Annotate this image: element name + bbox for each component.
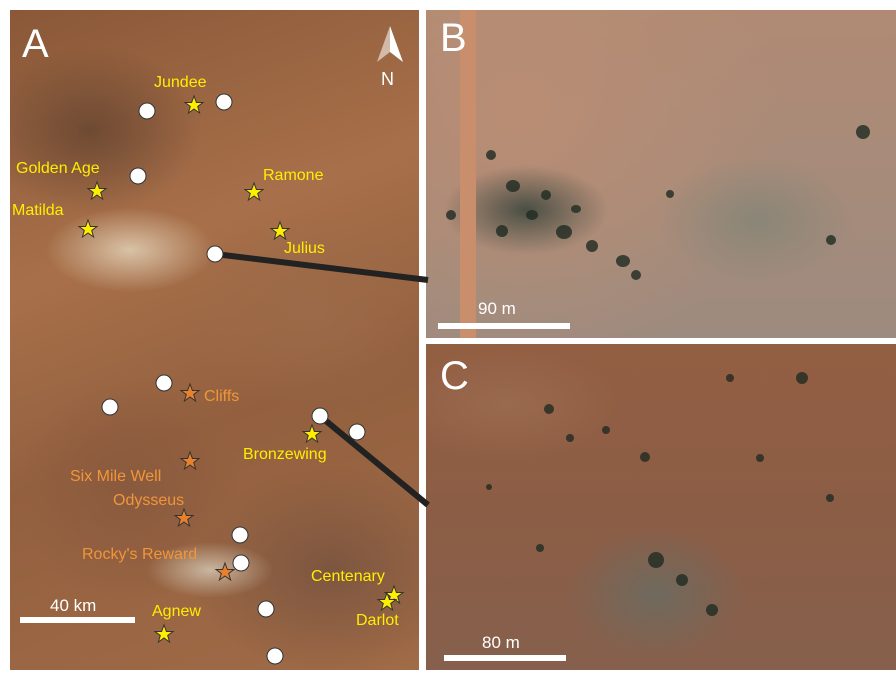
label-bronzewing: Bronzewing bbox=[243, 446, 327, 463]
site-circle-marker bbox=[348, 423, 366, 441]
panel-c-scale-label: 80 m bbox=[482, 633, 520, 652]
mine-star-bronzewing bbox=[301, 423, 323, 444]
panel-a-letter: A bbox=[22, 22, 49, 66]
label-rockys-reward: Rocky's Reward bbox=[82, 546, 198, 563]
mine-star-matilda bbox=[77, 218, 99, 239]
panel-b-letter: B bbox=[440, 16, 467, 60]
mine-star-golden-age bbox=[86, 180, 108, 201]
label-six-mile-well: Six Mile Well bbox=[70, 468, 162, 485]
mine-star-jundee bbox=[183, 94, 205, 115]
panel-b-scale-bar bbox=[438, 323, 570, 329]
dirt-road bbox=[460, 10, 476, 338]
mine-star-rockys-reward bbox=[214, 561, 236, 582]
mine-star-agnew bbox=[153, 623, 175, 644]
site-circle-marker bbox=[155, 374, 173, 392]
label-jundee: Jundee bbox=[154, 74, 207, 91]
site-circle-marker bbox=[257, 600, 275, 618]
panel-c-aerial: C 80 m bbox=[426, 344, 896, 670]
mine-star-ramone bbox=[243, 181, 265, 202]
mine-star-odysseus bbox=[173, 507, 195, 528]
mine-star-six-mile-well bbox=[179, 450, 201, 471]
site-circle-marker bbox=[231, 526, 249, 544]
site-circle-marker bbox=[266, 647, 284, 665]
site-circle-marker bbox=[311, 407, 329, 425]
connector-line-b bbox=[214, 251, 429, 283]
site-circle-marker bbox=[232, 554, 250, 572]
site-circle-marker bbox=[138, 102, 156, 120]
site-circle-marker bbox=[206, 245, 224, 263]
label-julius: Julius bbox=[284, 240, 325, 257]
label-darlot: Darlot bbox=[356, 612, 399, 629]
label-centenary: Centenary bbox=[311, 568, 385, 585]
panel-a-map: A N Jundee Golden Age Matilda Ramone Jul… bbox=[10, 10, 419, 670]
panel-c-letter: C bbox=[440, 354, 469, 398]
label-cliffs: Cliffs bbox=[204, 388, 240, 405]
map-scale-bar bbox=[20, 617, 135, 623]
panel-b-aerial: B 90 m bbox=[426, 10, 896, 338]
site-circle-marker bbox=[101, 398, 119, 416]
connector-line-c bbox=[318, 413, 430, 508]
label-odysseus: Odysseus bbox=[113, 492, 185, 509]
site-circle-marker bbox=[215, 93, 233, 111]
panel-c-scale-bar bbox=[444, 655, 566, 661]
label-ramone: Ramone bbox=[263, 167, 324, 184]
label-agnew: Agnew bbox=[152, 603, 201, 620]
mine-star-cliffs bbox=[179, 382, 201, 403]
label-golden-age: Golden Age bbox=[16, 160, 100, 177]
site-circle-marker bbox=[129, 167, 147, 185]
north-arrow-icon bbox=[377, 26, 403, 62]
label-matilda: Matilda bbox=[12, 202, 64, 219]
mine-star-darlot bbox=[376, 591, 398, 612]
map-scale-label: 40 km bbox=[50, 596, 97, 615]
panel-b-scale-label: 90 m bbox=[478, 299, 516, 318]
north-label: N bbox=[381, 69, 394, 89]
mine-star-julius bbox=[269, 220, 291, 241]
